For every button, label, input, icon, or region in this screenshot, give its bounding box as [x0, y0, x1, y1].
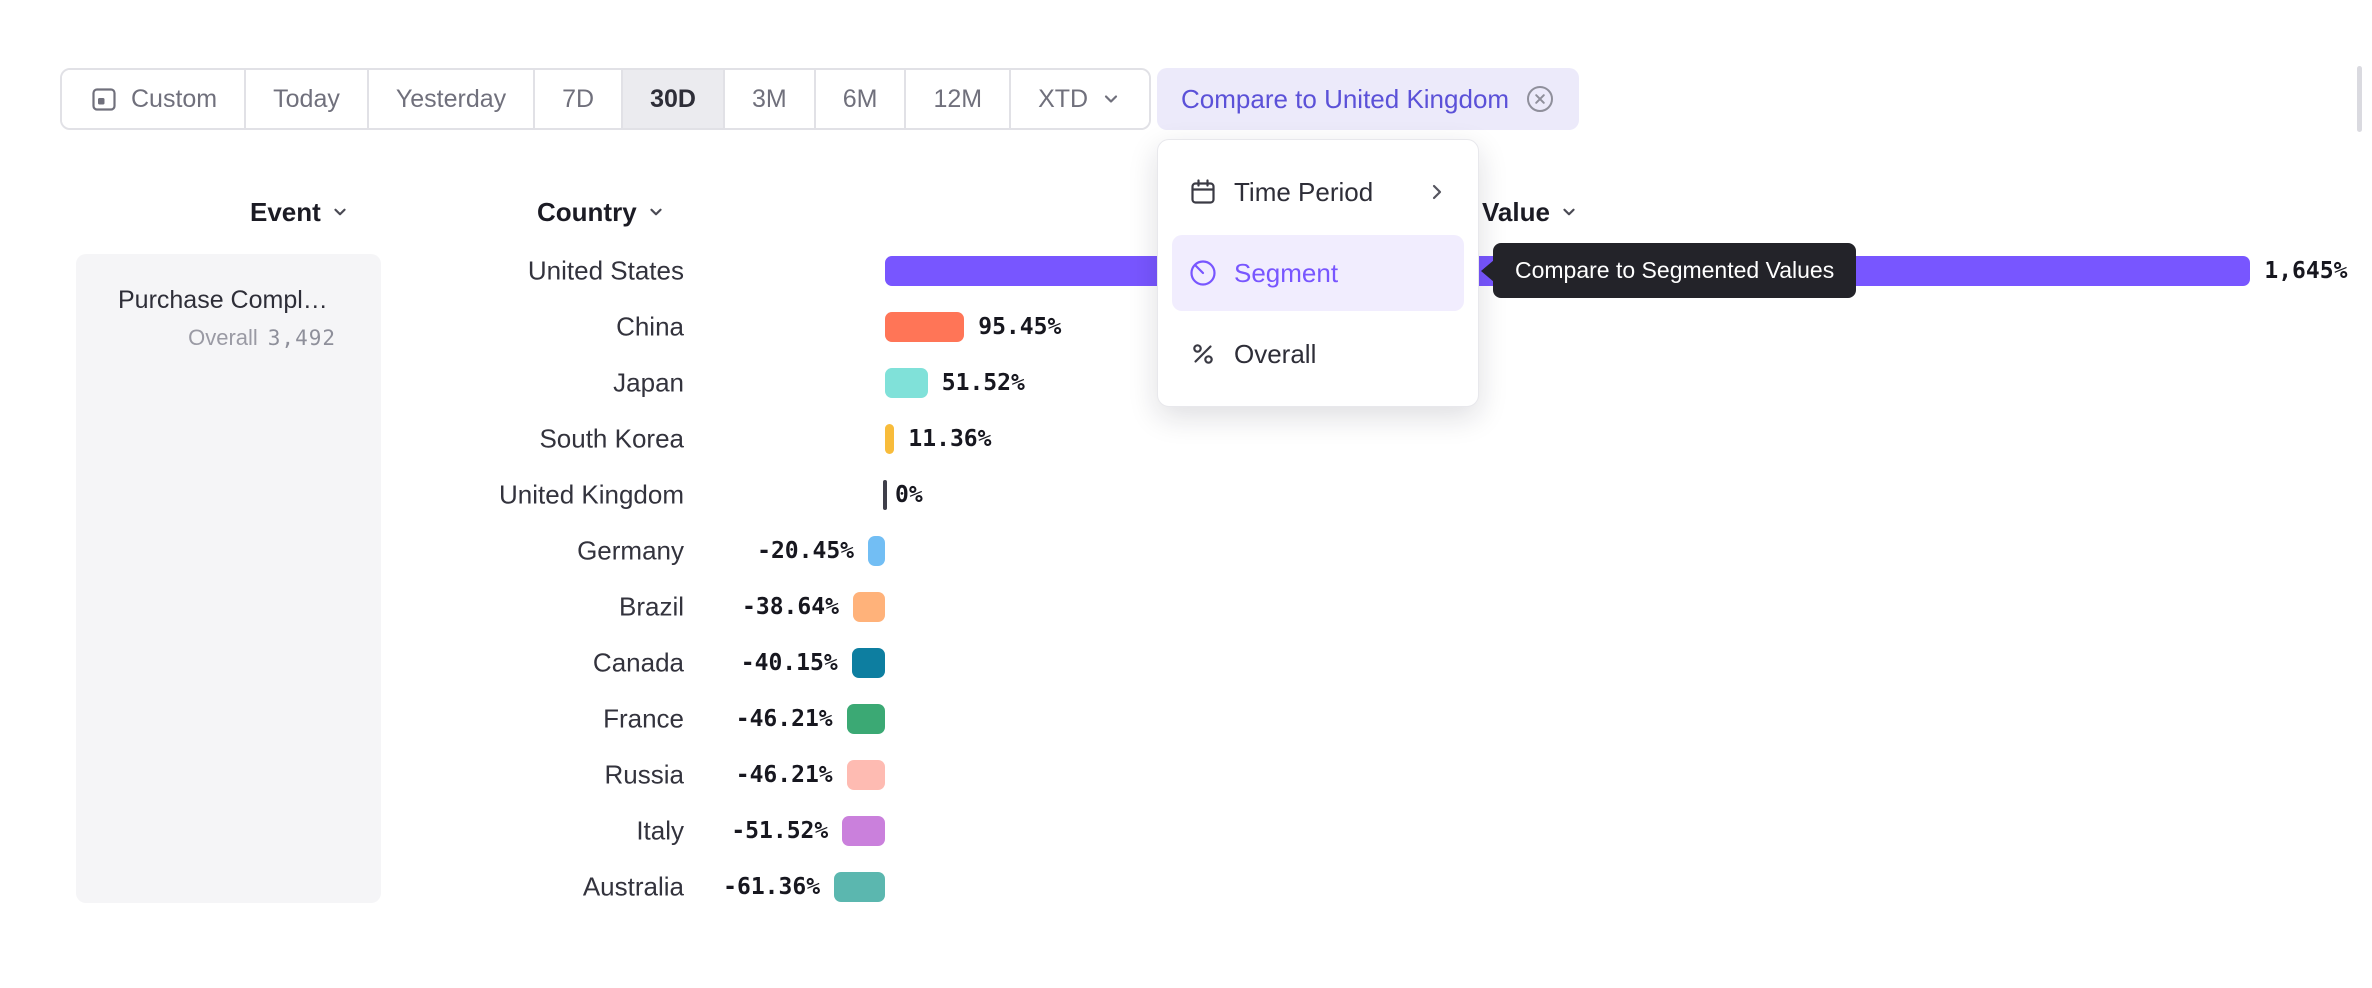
scrollbar-thumb[interactable] [2357, 66, 2362, 132]
column-header-value[interactable]: Value [1482, 194, 1579, 230]
category-label[interactable]: Canada [592, 647, 684, 678]
range-xtd-label: XTD [1038, 84, 1089, 113]
category-label[interactable]: Australia [582, 871, 684, 902]
chart-row: South Korea 11.36% [0, 411, 2372, 467]
value-label: 0% [895, 482, 923, 508]
category-label[interactable]: Russia [604, 759, 684, 790]
date-range-segmented-control: Custom Today Yesterday 7D 30D 3M 6M 12M … [60, 68, 1152, 130]
event-panel[interactable]: Purchase Compl… Overall 3,492 [76, 254, 381, 903]
chart-row: Japan 51.52% [0, 355, 2372, 411]
menu-item-segment-label: Segment [1234, 257, 1339, 288]
column-header-event-label: Event [250, 196, 321, 227]
chevron-down-icon [1559, 202, 1579, 222]
column-header-event[interactable]: Event [250, 194, 350, 230]
menu-item-segment[interactable]: Segment [1172, 235, 1464, 311]
range-6m-button[interactable]: 6M [815, 70, 907, 128]
range-custom-button[interactable]: Custom [62, 70, 247, 128]
chevron-down-icon [330, 202, 350, 222]
chevron-down-icon [1100, 88, 1122, 110]
value-label: 1,645% [2264, 258, 2348, 284]
calendar-icon [1188, 177, 1218, 207]
column-header-country[interactable]: Country [537, 194, 666, 230]
value-label: -51.52% [731, 818, 829, 844]
bar-segment[interactable] [885, 368, 928, 398]
chart-row: Brazil -38.64% [0, 579, 2372, 635]
event-overall-label: Overall [188, 325, 258, 350]
menu-item-overall-label: Overall [1234, 338, 1317, 369]
remove-compare-icon[interactable] [1525, 84, 1555, 114]
event-overall-value: 3,492 [267, 326, 336, 350]
value-label: 51.52% [941, 370, 1025, 396]
category-label[interactable]: United Kingdom [499, 479, 684, 510]
bar-segment[interactable] [834, 872, 885, 902]
chart-row: Germany -20.45% [0, 523, 2372, 579]
chevron-down-icon [646, 202, 666, 222]
range-12m-button[interactable]: 12M [906, 70, 1012, 128]
tooltip-arrow-icon [1481, 259, 1494, 282]
category-label[interactable]: Japan [613, 367, 684, 398]
segment-icon [1188, 258, 1218, 288]
bar-segment[interactable] [851, 648, 885, 678]
compare-chip[interactable]: Compare to United Kingdom [1157, 68, 1580, 130]
range-30d-button[interactable]: 30D [623, 70, 725, 128]
chart-row: Italy -51.52% [0, 803, 2372, 859]
menu-item-time-period-label: Time Period [1234, 176, 1374, 207]
chart-row: Canada -40.15% [0, 635, 2372, 691]
range-xtd-button[interactable]: XTD [1011, 70, 1150, 128]
menu-item-overall[interactable]: Overall [1172, 316, 1464, 392]
bar-segment[interactable] [852, 592, 885, 622]
range-yesterday-button[interactable]: Yesterday [368, 70, 536, 128]
bar-segment[interactable] [885, 424, 895, 454]
chart-row: France -46.21% [0, 691, 2372, 747]
column-header-value-label: Value [1482, 196, 1550, 227]
category-label[interactable]: Germany [577, 535, 684, 566]
category-label[interactable]: Italy [636, 815, 684, 846]
bar-segment[interactable] [885, 312, 965, 342]
value-label: -46.21% [735, 706, 833, 732]
tooltip-text: Compare to Segmented Values [1515, 257, 1835, 283]
event-overall-row: Overall 3,492 [118, 325, 336, 351]
bar-chart: United States 1,645% China 95.45% Japan 51.52… [0, 243, 2372, 915]
range-3m-button[interactable]: 3M [724, 70, 816, 128]
range-7d-button[interactable]: 7D [535, 70, 624, 128]
compare-dropdown-menu: Time Period Segment [1157, 139, 1479, 407]
value-label: -20.45% [757, 538, 855, 564]
column-header-country-label: Country [537, 196, 637, 227]
chart-row: China 95.45% [0, 299, 2372, 355]
category-label[interactable]: China [616, 311, 684, 342]
event-name: Purchase Compl… [118, 286, 328, 314]
chart-row: United Kingdom 0% [0, 467, 2372, 523]
value-label: -40.15% [740, 650, 838, 676]
value-label: 95.45% [978, 314, 1062, 340]
chevron-right-icon [1426, 181, 1448, 203]
range-custom-label: Custom [131, 84, 218, 113]
bar-segment[interactable] [842, 816, 885, 846]
value-label: -38.64% [742, 594, 839, 620]
bar-segment[interactable] [868, 536, 885, 566]
percent-icon [1188, 339, 1218, 369]
chart-row: Russia -46.21% [0, 747, 2372, 803]
bar-segment[interactable] [846, 760, 885, 790]
value-label: -61.36% [723, 874, 821, 900]
category-label[interactable]: Brazil [618, 591, 684, 622]
category-label[interactable]: United States [527, 255, 684, 286]
tooltip: Compare to Segmented Values [1481, 243, 1857, 298]
menu-item-time-period[interactable]: Time Period [1172, 154, 1464, 230]
chart-row: Australia -61.36% [0, 859, 2372, 915]
category-label[interactable]: South Korea [539, 423, 684, 454]
value-label: 11.36% [908, 426, 992, 452]
range-today-button[interactable]: Today [246, 70, 369, 128]
calendar-custom-icon [89, 84, 119, 114]
bar-segment[interactable] [883, 480, 887, 510]
bar-segment[interactable] [846, 704, 885, 734]
value-label: -46.21% [735, 762, 833, 788]
compare-chip-label: Compare to United Kingdom [1181, 83, 1510, 114]
category-label[interactable]: France [603, 703, 684, 734]
